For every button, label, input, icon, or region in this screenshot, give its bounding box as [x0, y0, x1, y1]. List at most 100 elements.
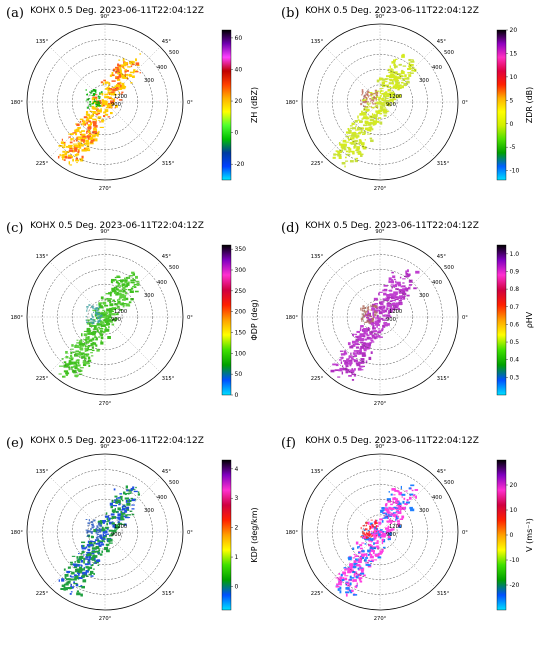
- echo-cell: [377, 317, 381, 320]
- echo-cell: [343, 352, 348, 355]
- echo-cell: [85, 339, 87, 342]
- echo-cell: [389, 98, 394, 102]
- echo-cell: [397, 307, 400, 310]
- echo-core-cell: [375, 525, 378, 527]
- echo-core-cell: [370, 533, 372, 535]
- echo-cell: [362, 113, 367, 116]
- echo-cell: [384, 516, 389, 519]
- echo-core-cell: [96, 536, 98, 538]
- echo-core-cell: [369, 525, 371, 529]
- echo-cell: [382, 512, 385, 514]
- echo-core-cell: [89, 321, 91, 323]
- echo-cell: [338, 572, 341, 575]
- echo-cell: [358, 141, 363, 144]
- echo-core-cell: [100, 91, 103, 94]
- echo-cell: [91, 550, 93, 553]
- echo-cell: [103, 319, 107, 322]
- echo-cell: [393, 95, 396, 97]
- echo-cell: [408, 284, 412, 286]
- echo-cell: [100, 296, 104, 300]
- echo-cell: [413, 287, 417, 290]
- echo-cell: [104, 515, 110, 518]
- echo-cell: [118, 64, 123, 68]
- echo-core-cell: [370, 536, 372, 538]
- echo-cell: [84, 122, 86, 126]
- echo-cell: [396, 505, 401, 507]
- echo-cell: [98, 302, 103, 304]
- colorbar-tick-label: 0: [235, 392, 239, 399]
- echo-cell: [390, 493, 393, 496]
- echo-cell: [368, 537, 371, 539]
- echo-cell: [390, 293, 394, 296]
- angle-tick-label: 135°: [311, 39, 324, 45]
- echo-core-cell: [363, 307, 367, 309]
- echo-cell: [360, 567, 365, 571]
- echo-cell: [78, 576, 83, 579]
- echo-cell: [339, 583, 342, 586]
- echo-cell: [88, 349, 93, 351]
- echo-core-cell: [371, 524, 374, 526]
- colorbar: [496, 459, 507, 611]
- echo-cell: [82, 363, 87, 367]
- echo-cell: [104, 326, 107, 330]
- colorbar-tick-label: -5: [510, 144, 516, 151]
- echo-cell: [391, 74, 396, 79]
- echo-cell: [348, 557, 352, 561]
- echo-cell: [394, 79, 398, 83]
- echo-cell: [94, 102, 98, 105]
- echo-cell: [78, 146, 81, 148]
- echo-cell: [117, 282, 121, 285]
- echo-core-cell: [367, 316, 369, 317]
- echo-cell: [95, 112, 99, 114]
- echo-cell: [85, 139, 89, 143]
- echo-cell: [103, 546, 108, 550]
- echo-cell: [369, 545, 373, 547]
- echo-cell: [119, 87, 123, 90]
- echo-cell: [341, 371, 344, 375]
- echo-cell: [130, 281, 135, 284]
- echo-cell: [91, 535, 94, 539]
- echo-cell: [395, 510, 399, 512]
- echo-cell: [358, 546, 361, 548]
- echo-cell: [370, 540, 373, 543]
- echo-cell: [361, 550, 365, 553]
- echo-cell: [79, 133, 82, 136]
- echo-cell: [120, 497, 123, 501]
- colorbar-tick-label: 20: [510, 482, 518, 489]
- echo-cell: [386, 314, 391, 317]
- echo-cell: [359, 334, 364, 337]
- echo-cell: [360, 553, 366, 557]
- echo-cell: [81, 574, 85, 578]
- angle-tick-label: 270°: [99, 616, 112, 622]
- echo-cell: [86, 121, 88, 125]
- echo-cell: [356, 338, 359, 341]
- echo-cell: [378, 292, 380, 296]
- echo-cell: [364, 120, 369, 124]
- echo-core-cell: [362, 101, 364, 103]
- echo-cell: [72, 148, 75, 150]
- echo-cell: [376, 527, 378, 531]
- echo-cell: [376, 107, 379, 109]
- echo-cell: [394, 502, 399, 504]
- echo-cell: [71, 369, 74, 371]
- echo-cell: [379, 87, 384, 89]
- echo-cell: [100, 321, 105, 324]
- echo-cell: [356, 574, 358, 577]
- echo-cell: [398, 525, 402, 528]
- echo-cell: [412, 494, 416, 497]
- echo-cell: [382, 78, 386, 81]
- echo-cell: [350, 590, 353, 594]
- echo-cell: [355, 575, 359, 579]
- echo-core-cell: [367, 95, 369, 98]
- colorbar-tick-label: 1: [235, 554, 239, 561]
- echo-core-cell: [87, 525, 89, 527]
- inner-range-label: 1200: [114, 524, 127, 530]
- echo-core-cell: [91, 532, 93, 535]
- echo-cell: [98, 130, 100, 134]
- echo-cell: [78, 564, 82, 566]
- echo-core-cell: [372, 524, 374, 528]
- echo-cell: [114, 528, 116, 530]
- colorbar-tick-label: -20: [510, 582, 520, 589]
- echo-cell: [351, 355, 356, 357]
- echo-cell: [387, 68, 391, 71]
